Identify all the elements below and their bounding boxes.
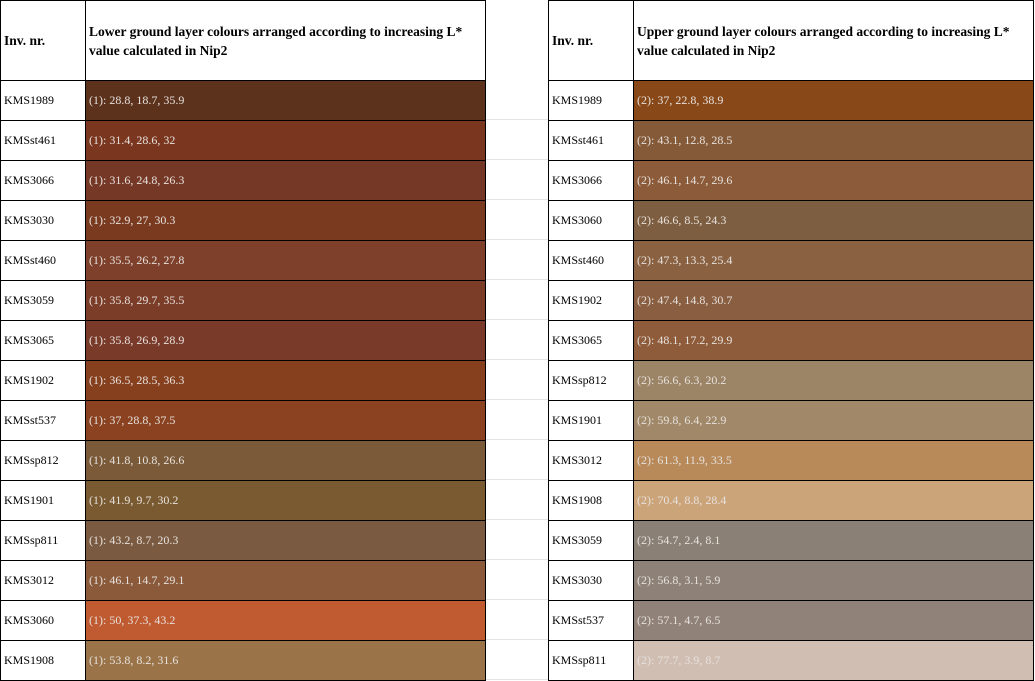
- header-cell: Lower ground layer colours arranged acco…: [86, 1, 486, 81]
- inv-cell: KMS1908: [549, 481, 634, 521]
- color-swatch: (2): 47.4, 14.8, 30.7: [634, 281, 1034, 321]
- color-swatch: (1): 35.5, 26.2, 27.8: [86, 241, 486, 281]
- inv-cell: KMS3059: [1, 281, 86, 321]
- inv-cell: KMS1989: [549, 81, 634, 121]
- inv-cell: KMS3065: [549, 321, 634, 361]
- inv-cell: KMSst461: [1, 121, 86, 161]
- color-swatch: (1): 46.1, 14.7, 29.1: [86, 561, 486, 601]
- inv-cell: KMS3060: [549, 201, 634, 241]
- color-swatch: (1): 41.8, 10.8, 26.6: [86, 441, 486, 481]
- color-swatch: (1): 31.4, 28.6, 32: [86, 121, 486, 161]
- inv-cell: KMS3012: [549, 441, 634, 481]
- color-swatch: (2): 56.6, 6.3, 20.2: [634, 361, 1034, 401]
- inv-cell: KMS3066: [1, 161, 86, 201]
- inv-cell: KMS3066: [549, 161, 634, 201]
- inv-cell: KMSst460: [549, 241, 634, 281]
- inv-cell: KMS1902: [549, 281, 634, 321]
- inv-cell: KMSst537: [549, 601, 634, 641]
- inv-cell: KMSst461: [549, 121, 634, 161]
- inv-cell: KMSsp812: [1, 441, 86, 481]
- color-swatch: (1): 35.8, 29.7, 35.5: [86, 281, 486, 321]
- inv-cell: KMS3065: [1, 321, 86, 361]
- color-swatch: (1): 41.9, 9.7, 30.2: [86, 481, 486, 521]
- header-cell: Inv. nr.: [1, 1, 86, 81]
- inv-cell: KMS3060: [1, 601, 86, 641]
- inv-cell: KMS1901: [1, 481, 86, 521]
- color-swatch: (2): 70.4, 8.8, 28.4: [634, 481, 1034, 521]
- inv-cell: KMSsp811: [1, 521, 86, 561]
- color-swatch: (1): 32.9, 27, 30.3: [86, 201, 486, 241]
- inv-cell: KMSst460: [1, 241, 86, 281]
- inv-cell: KMSsp812: [549, 361, 634, 401]
- color-swatch: (2): 46.1, 14.7, 29.6: [634, 161, 1034, 201]
- color-swatch: (2): 47.3, 13.3, 25.4: [634, 241, 1034, 281]
- inv-cell: KMS3030: [549, 561, 634, 601]
- color-swatch: (2): 59.8, 6.4, 22.9: [634, 401, 1034, 441]
- spacer: [486, 80, 548, 680]
- color-swatch: (2): 57.1, 4.7, 6.5: [634, 601, 1034, 641]
- inv-cell: KMS1901: [549, 401, 634, 441]
- color-swatch: (1): 50, 37.3, 43.2: [86, 601, 486, 641]
- color-swatch: (1): 43.2, 8.7, 20.3: [86, 521, 486, 561]
- header-cell: Upper ground layer colours arranged acco…: [634, 1, 1034, 81]
- inv-cell: KMSst537: [1, 401, 86, 441]
- color-swatch: (2): 48.1, 17.2, 29.9: [634, 321, 1034, 361]
- inv-cell: KMS3030: [1, 201, 86, 241]
- color-swatch: (1): 53.8, 8.2, 31.6: [86, 641, 486, 681]
- inv-cell: KMS1908: [1, 641, 86, 681]
- inv-cell: KMSsp811: [549, 641, 634, 681]
- inv-cell: KMS1902: [1, 361, 86, 401]
- color-swatch: (2): 77.7, 3.9, 8.7: [634, 641, 1034, 681]
- color-swatch: (2): 37, 22.8, 38.9: [634, 81, 1034, 121]
- inv-cell: KMS3059: [549, 521, 634, 561]
- color-swatch: (1): 31.6, 24.8, 26.3: [86, 161, 486, 201]
- inv-cell: KMS3012: [1, 561, 86, 601]
- color-swatch: (1): 37, 28.8, 37.5: [86, 401, 486, 441]
- color-swatch: (2): 43.1, 12.8, 28.5: [634, 121, 1034, 161]
- color-swatch: (2): 54.7, 2.4, 8.1: [634, 521, 1034, 561]
- color-swatch: (2): 56.8, 3.1, 5.9: [634, 561, 1034, 601]
- color-swatch: (1): 36.5, 28.5, 36.3: [86, 361, 486, 401]
- color-swatch: (2): 61.3, 11.9, 33.5: [634, 441, 1034, 481]
- color-swatch: (1): 35.8, 26.9, 28.9: [86, 321, 486, 361]
- inv-cell: KMS1989: [1, 81, 86, 121]
- color-swatch: (1): 28.8, 18.7, 35.9: [86, 81, 486, 121]
- color-table: Inv. nr. Lower ground layer colours arran…: [0, 0, 486, 681]
- color-swatch: (2): 46.6, 8.5, 24.3: [634, 201, 1034, 241]
- header-cell: Inv. nr.: [549, 1, 634, 81]
- color-table: Inv. nr. Upper ground layer colours arran…: [548, 0, 1034, 681]
